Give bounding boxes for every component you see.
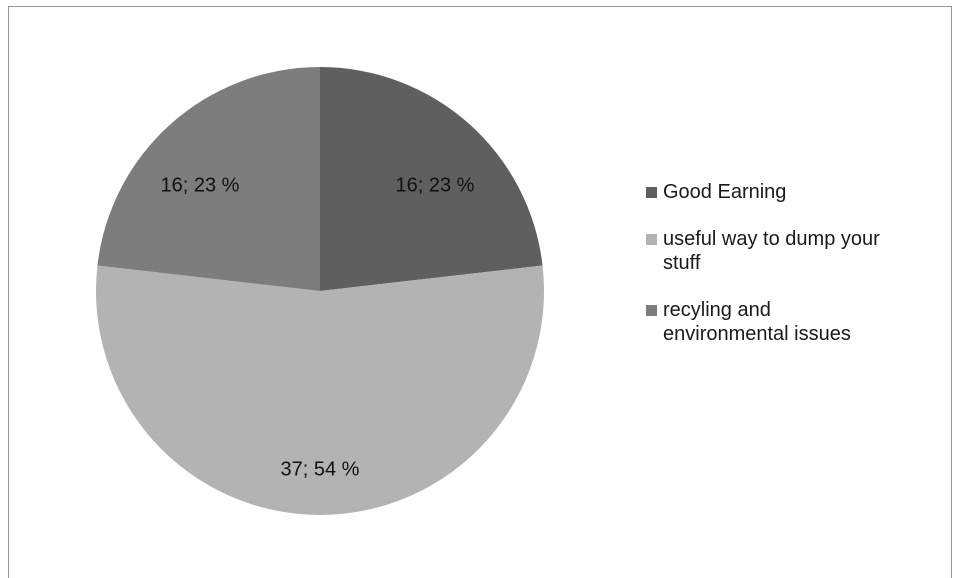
- legend-item-useful-way: useful way to dump your stuff: [646, 227, 946, 275]
- slice-useful-way: [96, 265, 545, 515]
- slice-recyling: [97, 67, 320, 291]
- legend-label-good-earning: Good Earning: [663, 181, 787, 203]
- legend-item-recyling: recyling and environmental issues: [646, 298, 946, 346]
- legend: Good Earning useful way to dump your stu…: [646, 180, 946, 369]
- legend-item-good-earning: Good Earning: [646, 180, 946, 204]
- slice-good-earning: [320, 67, 543, 291]
- legend-swatch-useful-way: [646, 234, 657, 245]
- legend-swatch-recyling: [646, 305, 657, 316]
- data-label-recyling: 16; 23 %: [161, 174, 240, 196]
- data-label-useful-way: 37; 54 %: [281, 458, 360, 480]
- data-label-good-earning: 16; 23 %: [396, 174, 475, 196]
- chart-frame: [8, 6, 952, 578]
- legend-label-recyling: recyling and environmental issues: [663, 299, 851, 345]
- legend-label-useful-way: useful way to dump your stuff: [663, 228, 880, 274]
- legend-swatch-good-earning: [646, 187, 657, 198]
